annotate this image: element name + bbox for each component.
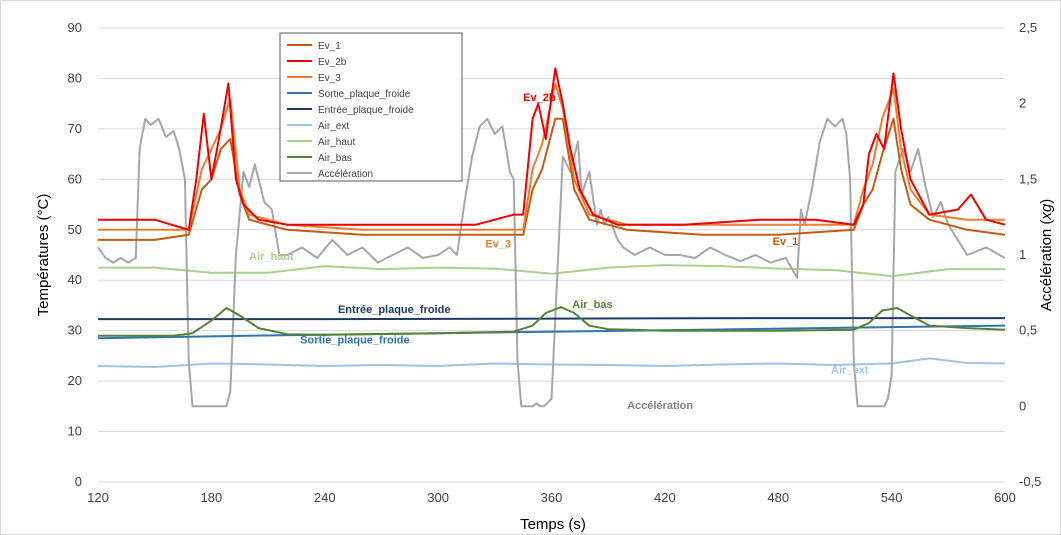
- y-tick-label: 90: [68, 20, 82, 35]
- y2-tick-label: 1: [1019, 247, 1026, 262]
- annotation-label: Air_haut: [249, 251, 294, 263]
- x-tick-label: 600: [994, 490, 1016, 505]
- y2-tick-label: 1,5: [1019, 171, 1037, 186]
- legend-label: Ev_1: [318, 41, 341, 52]
- annotation-label: Entrée_plaque_froide: [338, 304, 450, 316]
- series-line-ev-1: [98, 117, 1006, 241]
- x-tick-label: 480: [767, 490, 789, 505]
- y-tick-label: 80: [68, 70, 82, 85]
- annotation-label: Air_ext: [831, 365, 869, 377]
- annotation-label: Accélération: [627, 400, 693, 412]
- legend-label: Ev_2b: [318, 57, 347, 68]
- legend-label: Air_haut: [318, 137, 355, 148]
- y2-axis-title: Accélération (xg): [1038, 199, 1055, 312]
- y2-tick-label: -0,5: [1019, 474, 1041, 489]
- x-tick-label: 360: [541, 490, 563, 505]
- legend-label: Ev_3: [318, 73, 341, 84]
- y-tick-label: 0: [75, 474, 82, 489]
- legend-label: Entrée_plaque_froide: [318, 105, 414, 116]
- y-tick-label: 70: [68, 121, 82, 136]
- x-tick-label: 120: [87, 490, 109, 505]
- y-tick-label: 20: [68, 373, 82, 388]
- series-line-air-haut: [98, 264, 1005, 278]
- series-line-ev-2b: [98, 67, 1006, 231]
- y2-tick-label: 2,5: [1019, 20, 1037, 35]
- series-line-sortie-plaque-froide: [97, 324, 1006, 340]
- x-tick-label: 540: [881, 490, 903, 505]
- y-axis-title: Températures (°C): [35, 194, 52, 317]
- y-tick-label: 30: [68, 323, 82, 338]
- x-axis-title: Temps (s): [520, 516, 586, 533]
- annotation-label: Ev_2b: [523, 92, 556, 104]
- x-tick-label: 180: [201, 490, 223, 505]
- annotation-label: Air_bas: [572, 299, 612, 311]
- y-tick-label: 50: [68, 222, 82, 237]
- y2-tick-label: 2: [1019, 96, 1026, 111]
- x-tick-label: 300: [427, 490, 449, 505]
- x-tick-label: 420: [654, 490, 676, 505]
- annotation-label: Sortie_plaque_froide: [300, 334, 409, 346]
- series-line-air-bas: [98, 306, 1006, 337]
- legend-label: Air_ext: [318, 121, 349, 132]
- annotation-label: Ev_3: [485, 238, 511, 250]
- tick-labels: 0 10 20 30 40 50 60 70 80 90 -0,5 0 0,5 1 1,5 2 2,5 120 18…: [68, 20, 1042, 505]
- y2-tick-label: 0: [1019, 398, 1026, 413]
- legend-label: Air_bas: [318, 153, 352, 164]
- y-tick-label: 40: [68, 272, 82, 287]
- y-tick-label: 10: [68, 424, 82, 439]
- series-line-entr-e-plaque-froide: [98, 317, 1005, 321]
- series-line-air-ext: [97, 357, 1006, 368]
- annotations: Ev_2b Ev_3 Ev_1 Air_haut Entrée_plaque_froid…: [249, 92, 869, 412]
- x-tick-label: 240: [314, 490, 336, 505]
- annotation-label: Ev_1: [773, 236, 799, 248]
- legend: Ev_1 Ev_2b Ev_3 Sortie_plaque_froide Entrée_…: [279, 32, 463, 182]
- legend-label: Sortie_plaque_froide: [318, 89, 411, 100]
- legend-label: Accélération: [318, 169, 373, 180]
- series-line-acc-l-ration: [97, 117, 1006, 408]
- y-tick-label: 60: [68, 171, 82, 186]
- series-lines: [97, 67, 1006, 408]
- y2-tick-label: 0,5: [1019, 323, 1037, 338]
